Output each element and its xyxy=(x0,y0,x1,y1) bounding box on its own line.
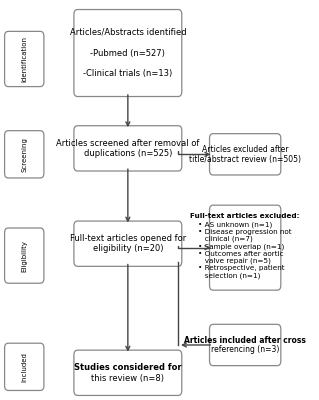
FancyBboxPatch shape xyxy=(4,31,44,86)
Text: Articles/Abstracts identified

-Pubmed (n=527)

-Clinical trials (n=13): Articles/Abstracts identified -Pubmed (n… xyxy=(70,28,186,78)
FancyBboxPatch shape xyxy=(4,228,44,283)
Text: Studies considered for: Studies considered for xyxy=(74,363,182,372)
Text: Included: Included xyxy=(21,352,27,382)
FancyBboxPatch shape xyxy=(210,324,281,366)
FancyBboxPatch shape xyxy=(74,10,182,96)
Text: Identification: Identification xyxy=(21,36,27,82)
Text: • AS unknown (n=1)
• Disease progression not
   clinical (n=7)
• Sample overlap : • AS unknown (n=1) • Disease progression… xyxy=(198,222,292,279)
FancyBboxPatch shape xyxy=(4,343,44,390)
Text: Screening: Screening xyxy=(21,137,27,172)
Text: Articles screened after removal of
duplications (n=525): Articles screened after removal of dupli… xyxy=(56,139,200,158)
Text: Articles excluded after
title/abstract review (n=505): Articles excluded after title/abstract r… xyxy=(189,145,301,164)
FancyBboxPatch shape xyxy=(74,126,182,171)
Text: Full-text articles opened for
eligibility (n=20): Full-text articles opened for eligibilit… xyxy=(70,234,186,253)
FancyBboxPatch shape xyxy=(74,350,182,396)
FancyBboxPatch shape xyxy=(4,131,44,178)
Text: Eligibility: Eligibility xyxy=(21,240,27,272)
FancyBboxPatch shape xyxy=(210,205,281,290)
Text: referencing (n=3): referencing (n=3) xyxy=(211,345,279,354)
FancyBboxPatch shape xyxy=(210,134,281,175)
Text: Articles included after cross: Articles included after cross xyxy=(184,336,306,345)
Text: this review (n=8): this review (n=8) xyxy=(91,374,164,383)
Text: Full-text articles excluded:: Full-text articles excluded: xyxy=(190,213,300,219)
FancyBboxPatch shape xyxy=(74,221,182,266)
